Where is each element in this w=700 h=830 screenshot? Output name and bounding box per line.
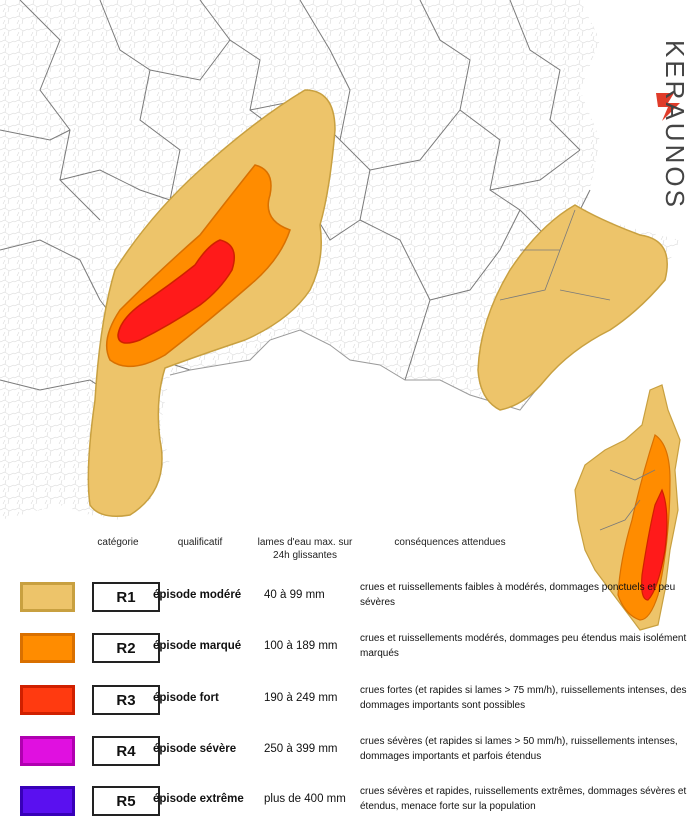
range-r3: 190 à 249 mm — [264, 692, 338, 704]
keraunos-bolt-icon — [656, 93, 680, 121]
brand-logo: KERAUNOS — [660, 40, 690, 210]
header-qualificatif: qualificatif — [177, 537, 223, 548]
legend-row-r5: R5 épisode extrême plus de 400 mm crues … — [20, 786, 700, 826]
zone-r3-corsica — [641, 488, 668, 601]
header-lames: lames d'eau max. sur 24h glissantes — [257, 537, 353, 561]
zone-r1-east — [477, 204, 668, 411]
code-r4: R4 — [92, 736, 160, 766]
swatch-r3 — [20, 685, 75, 715]
code-r3: R3 — [92, 685, 160, 715]
range-r2: 100 à 189 mm — [264, 640, 338, 652]
corsica-map — [574, 384, 681, 631]
code-r1: R1 — [92, 582, 160, 612]
range-r4: 250 à 399 mm — [264, 743, 338, 755]
legend-row-r2: R2 épisode marqué 100 à 189 mm crues et … — [20, 633, 700, 673]
qualificatif-r2: épisode marqué — [153, 640, 242, 652]
rainfall-risk-map — [0, 0, 680, 520]
header-categorie: catégorie — [97, 537, 139, 548]
swatch-r4 — [20, 736, 75, 766]
consequences-r3: crues fortes (et rapides si lames > 75 m… — [360, 685, 687, 711]
consequences-r5: crues sévères et rapides, ruissellements… — [360, 786, 687, 812]
consequences-r4: crues sévères (et rapides si lames > 50 … — [360, 736, 678, 762]
code-r5: R5 — [92, 786, 160, 816]
consequences-r1: crues et ruissellements faibles à modéré… — [360, 582, 676, 608]
qualificatif-r4: épisode sévère — [153, 743, 237, 755]
swatch-r5 — [20, 786, 75, 816]
qualificatif-r3: épisode fort — [153, 692, 219, 704]
code-r2: R2 — [92, 633, 160, 663]
zone-r3-west — [117, 239, 235, 344]
qualificatif-r1: épisode modéré — [153, 589, 242, 601]
range-r5: plus de 400 mm — [264, 793, 346, 805]
swatch-r2 — [20, 633, 75, 663]
legend-row-r4: R4 épisode sévère 250 à 399 mm crues sév… — [20, 736, 700, 776]
header-consequences: conséquences attendues — [394, 537, 506, 548]
range-r1: 40 à 99 mm — [264, 589, 325, 601]
legend-row-r1: R1 épisode modéré 40 à 99 mm crues et ru… — [20, 582, 700, 622]
qualificatif-r5: épisode extrême — [153, 793, 244, 805]
legend-row-r3: R3 épisode fort 190 à 249 mm crues forte… — [20, 685, 700, 725]
consequences-r2: crues et ruissellements modérés, dommage… — [360, 633, 687, 659]
swatch-r1 — [20, 582, 75, 612]
